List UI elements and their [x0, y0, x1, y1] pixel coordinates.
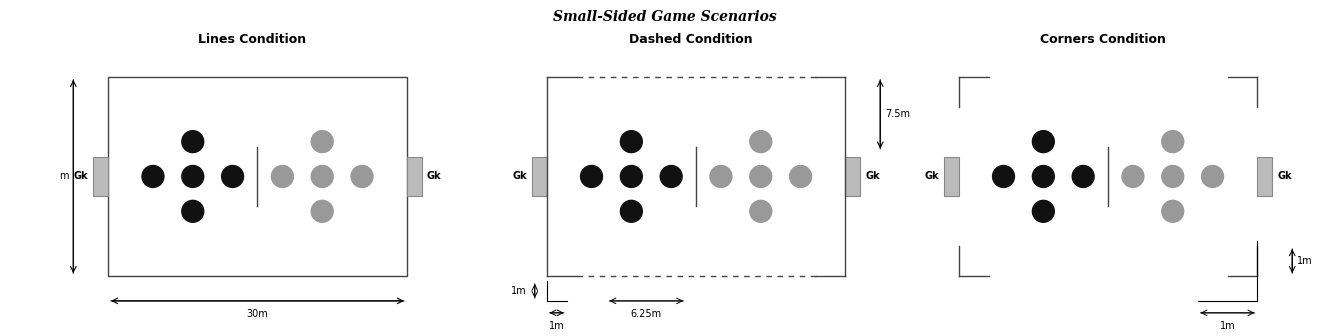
Text: 7.5m: 7.5m — [885, 109, 910, 119]
Text: Gk: Gk — [1277, 171, 1292, 181]
Circle shape — [661, 166, 682, 187]
Circle shape — [1073, 166, 1094, 187]
Bar — [1257, 157, 1272, 196]
Circle shape — [621, 200, 642, 222]
Circle shape — [750, 131, 772, 153]
Title: Corners Condition: Corners Condition — [1041, 33, 1166, 46]
Circle shape — [182, 131, 203, 153]
Text: 1m: 1m — [549, 321, 565, 331]
Circle shape — [750, 200, 772, 222]
Text: m: m — [58, 171, 68, 181]
Title: Dashed Condition: Dashed Condition — [629, 33, 754, 46]
Text: 6.25m: 6.25m — [631, 309, 662, 319]
Circle shape — [789, 166, 812, 187]
Circle shape — [621, 131, 642, 153]
Circle shape — [222, 166, 243, 187]
Bar — [407, 157, 421, 196]
Circle shape — [1201, 166, 1224, 187]
Circle shape — [351, 166, 373, 187]
Circle shape — [311, 200, 334, 222]
Circle shape — [710, 166, 732, 187]
Circle shape — [1162, 166, 1184, 187]
Circle shape — [311, 131, 334, 153]
Bar — [93, 157, 108, 196]
Bar — [108, 77, 407, 276]
Bar — [532, 157, 546, 196]
Text: 1m: 1m — [1220, 321, 1236, 331]
Text: Gk: Gk — [73, 171, 88, 181]
Text: Gk: Gk — [427, 171, 441, 181]
Text: Small-Sided Game Scenarios: Small-Sided Game Scenarios — [553, 10, 776, 24]
Text: Gk: Gk — [924, 171, 938, 181]
Circle shape — [581, 166, 602, 187]
Circle shape — [182, 200, 203, 222]
Text: 30m: 30m — [247, 309, 268, 319]
Circle shape — [142, 166, 163, 187]
Circle shape — [621, 166, 642, 187]
Circle shape — [182, 166, 203, 187]
Circle shape — [750, 166, 772, 187]
Circle shape — [1033, 200, 1054, 222]
Bar — [944, 157, 958, 196]
Circle shape — [1162, 200, 1184, 222]
Circle shape — [1033, 131, 1054, 153]
Text: Gk: Gk — [865, 171, 880, 181]
Bar — [845, 157, 860, 196]
Title: Lines Condition: Lines Condition — [198, 33, 307, 46]
Circle shape — [1033, 166, 1054, 187]
Circle shape — [311, 166, 334, 187]
Circle shape — [993, 166, 1014, 187]
Circle shape — [271, 166, 294, 187]
Text: Gk: Gk — [512, 171, 526, 181]
Circle shape — [1162, 131, 1184, 153]
Circle shape — [1122, 166, 1144, 187]
Text: 1m: 1m — [1297, 256, 1313, 266]
Text: 1m: 1m — [512, 286, 526, 296]
